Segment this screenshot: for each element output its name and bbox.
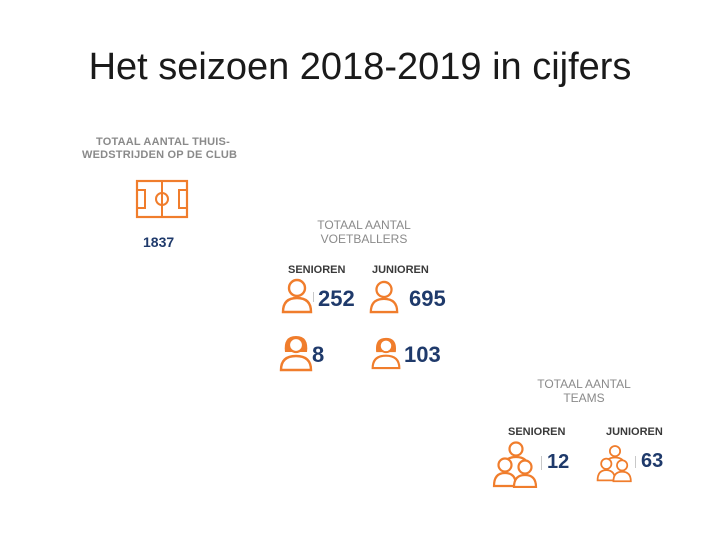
players-caption-line1: TOTAAL AANTAL xyxy=(317,218,411,232)
slide-title: Het seizoen 2018-2019 in cijfers xyxy=(88,46,632,88)
female-junior-player-icon xyxy=(371,337,401,370)
players-juniors-female-value: 103 xyxy=(404,342,441,367)
female-player-icon xyxy=(279,336,313,372)
divider xyxy=(635,456,636,468)
players-seniors-female-value: 8 xyxy=(312,342,325,367)
players-seniors-male-value: 252 xyxy=(318,286,355,311)
players-caption-line2: VOETBALLERS xyxy=(320,232,408,246)
home-matches-caption-line2: WEDSTRIJDEN OP DE CLUB xyxy=(82,149,238,161)
team-group-icon xyxy=(492,441,538,488)
teams-juniors-value: 63 xyxy=(641,450,664,472)
home-matches-caption-line1: TOTAAL AANTAL THUIS- xyxy=(96,136,230,148)
players-seniors-label: SENIOREN xyxy=(288,264,346,276)
teams-seniors-value: 12 xyxy=(547,451,570,473)
football-field-icon xyxy=(135,179,189,219)
home-matches-value: 1837 xyxy=(143,234,175,250)
teams-caption-line2: TEAMS xyxy=(563,391,605,405)
teams-seniors-label: SENIOREN xyxy=(508,426,566,438)
junior-team-group-icon xyxy=(596,445,632,483)
players-juniors-label: JUNIOREN xyxy=(372,264,429,276)
teams-juniors-label: JUNIOREN xyxy=(606,426,663,438)
divider xyxy=(541,456,542,470)
teams-caption-line1: TOTAAL AANTAL xyxy=(537,377,631,391)
male-junior-player-icon xyxy=(369,280,399,314)
players-juniors-male-value: 695 xyxy=(409,286,446,311)
divider xyxy=(313,292,314,302)
male-player-icon xyxy=(281,278,313,314)
